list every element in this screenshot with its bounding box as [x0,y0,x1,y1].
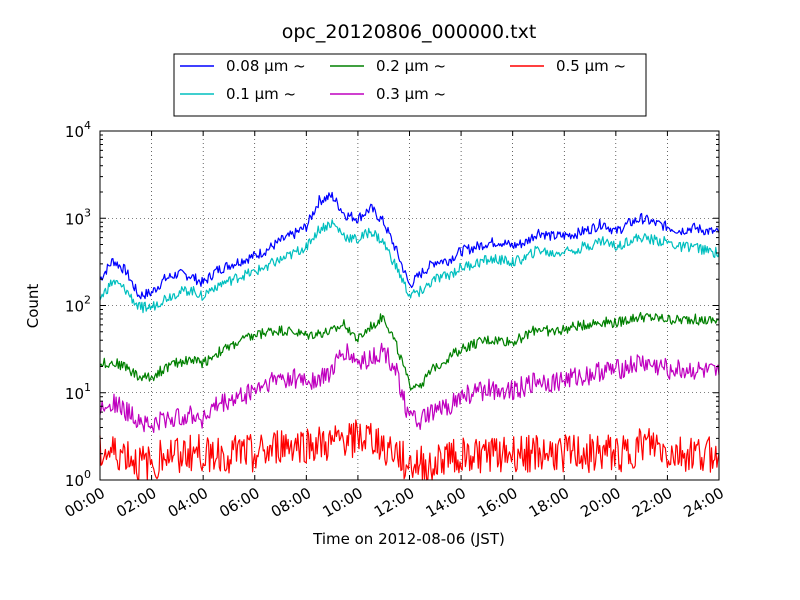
y-tick-labels: 100 101 102 103 104 [65,119,91,490]
y-tick-label: 103 [65,206,91,228]
x-tick-label: 18:00 [526,484,572,521]
legend-label: 0.5 μm ~ [556,57,626,75]
y-tick-label: 100 [65,468,91,490]
legend-label: 0.08 μm ~ [226,57,306,75]
x-tick-label: 24:00 [681,484,727,521]
legend-box [173,53,647,117]
x-axis-label: Time on 2012-08-06 (JST) [312,530,505,548]
series-line [99,191,720,300]
legend-label: 0.2 μm ~ [376,57,446,75]
x-tick-label: 16:00 [474,484,520,521]
x-tick-label: 22:00 [629,484,675,521]
y-axis-label: Count [24,284,42,329]
plot-area [99,130,720,481]
axis-ticks [99,130,720,481]
x-tick-labels: 00:00 02:00 04:00 06:00 08:00 10:00 12:00 14:00… [62,484,727,521]
x-tick-label: 20:00 [577,484,623,521]
x-tick-label: 12:00 [371,484,417,521]
x-tick-label: 08:00 [268,484,314,521]
legend: 0.08 μm ~ 0.1 μm ~ 0.2 μm ~ 0.3 μm ~ 0.5 μm … [173,53,647,117]
y-tick-label: 102 [65,294,91,316]
series-line [99,219,720,314]
series-line [99,342,720,433]
series-line [99,419,720,481]
series-lines [99,191,720,481]
x-tick-label: 02:00 [113,484,159,521]
legend-label: 0.3 μm ~ [376,85,446,103]
chart-title: opc_20120806_000000.txt [282,21,537,43]
x-tick-label: 06:00 [216,484,262,521]
y-tick-label: 104 [65,119,91,141]
x-tick-label: 04:00 [165,484,211,521]
legend-label: 0.1 μm ~ [226,85,296,103]
x-tick-label: 14:00 [423,484,469,521]
y-tick-label: 101 [65,381,91,403]
series-line [99,311,720,391]
x-tick-label: 10:00 [319,484,365,521]
